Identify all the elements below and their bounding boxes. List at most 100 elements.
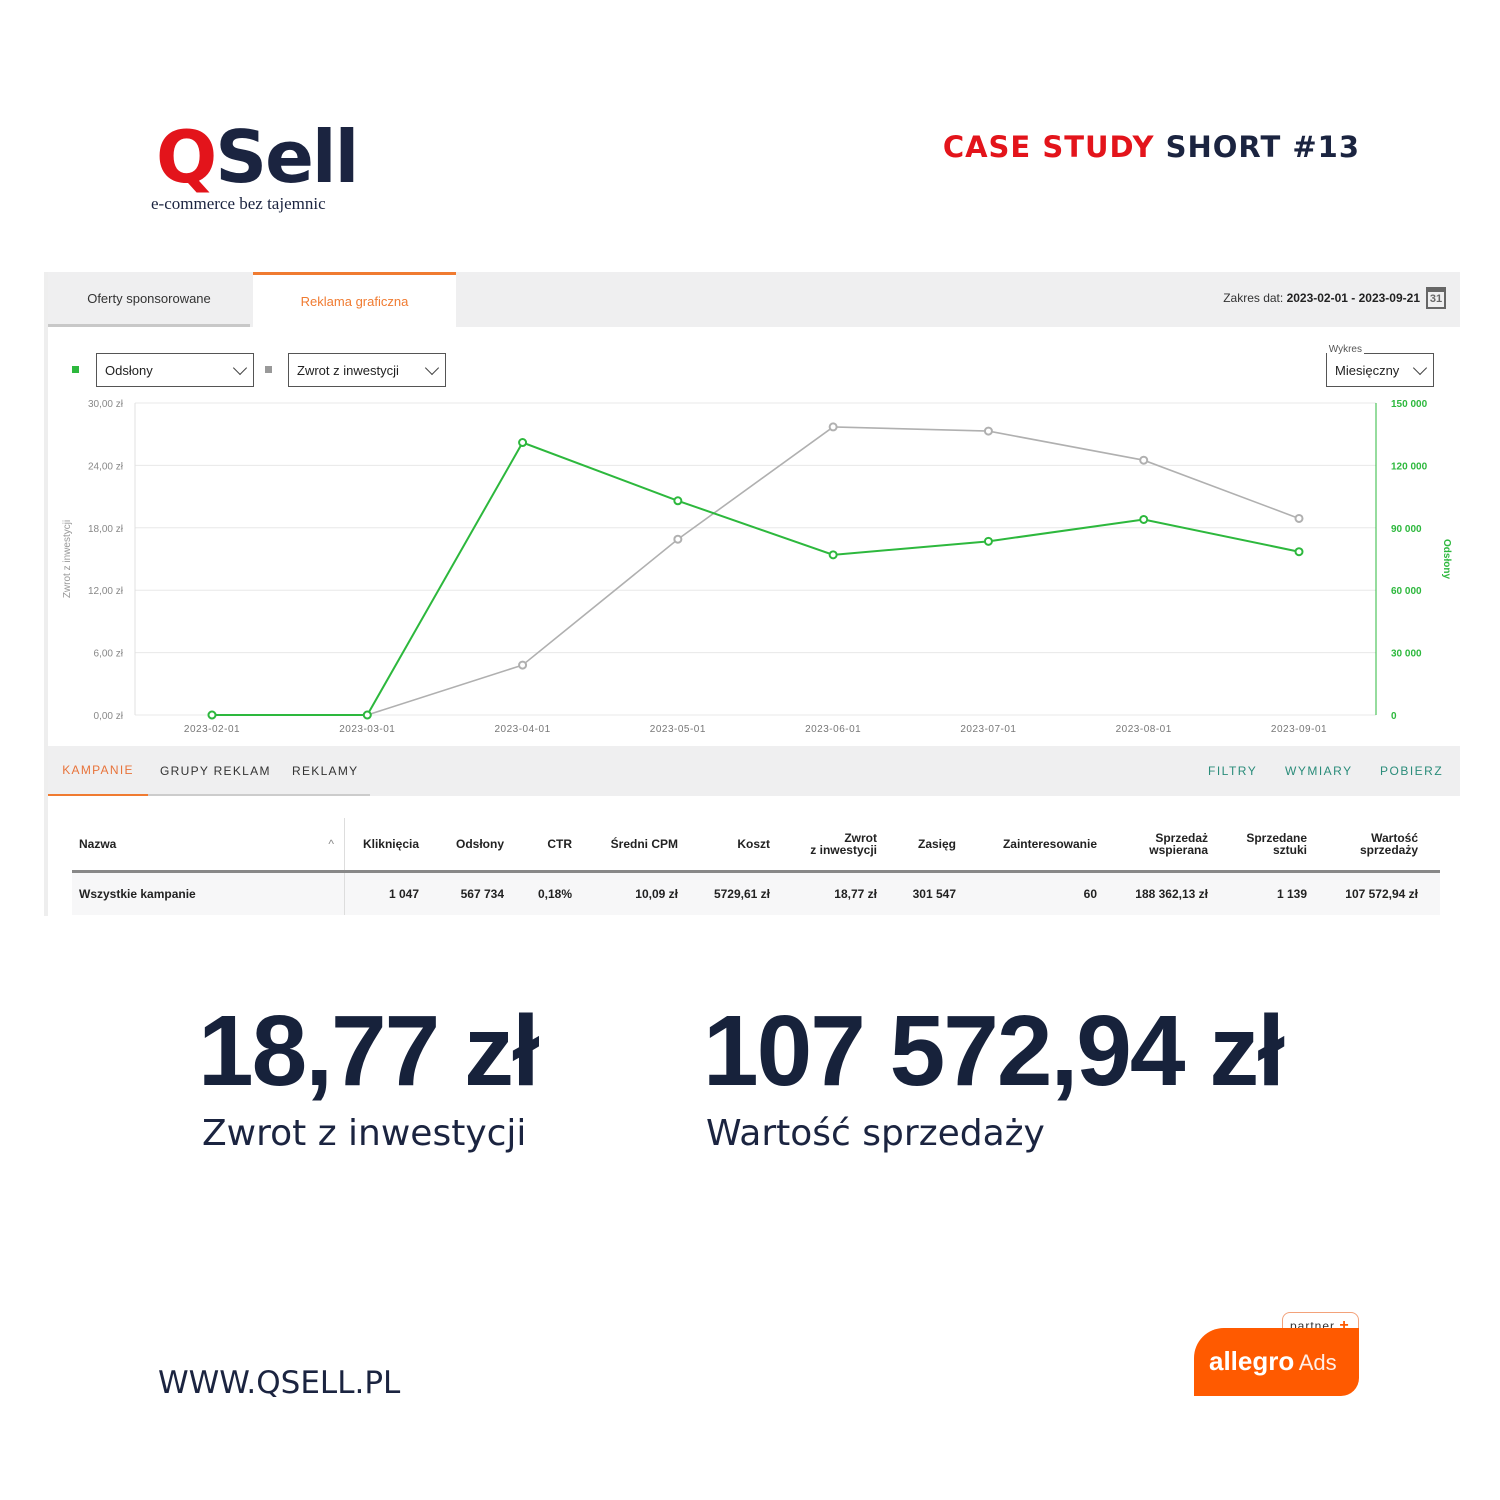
spacer	[1418, 818, 1440, 870]
subtab-ads[interactable]: REKLAMY	[292, 764, 359, 778]
sales-highlight-label: Wartość sprzedaży	[706, 1113, 1045, 1154]
website-link[interactable]: WWW.QSELL.PL	[158, 1365, 401, 1401]
y-left-tick-label: 24,00 zł	[88, 461, 124, 472]
gray-legend-square	[265, 366, 272, 373]
x-tick-label: 2023-02-01	[184, 724, 240, 735]
x-tick-label: 2023-05-01	[650, 724, 706, 735]
date-range-value: 2023-02-01 - 2023-09-21	[1286, 291, 1420, 305]
y-right-tick-label: 30 000	[1391, 649, 1422, 660]
table-cell: 5729,61 zł	[713, 887, 770, 901]
case-study-red: CASE STUDY	[942, 130, 1155, 164]
y-right-tick-label: 90 000	[1391, 524, 1422, 535]
tab-sponsored-offers[interactable]: Oferty sponsorowane	[48, 272, 250, 327]
chevron-down-icon	[232, 360, 248, 375]
table-cell: 1 047	[388, 887, 419, 901]
chevron-down-icon	[1412, 360, 1428, 375]
roi-highlight-label: Zwrot z inwestycji	[202, 1113, 527, 1154]
data-point-roi	[1294, 513, 1304, 523]
allegro-product: Ads	[1298, 1350, 1337, 1375]
series-line-impressions	[212, 441, 1300, 716]
table-cell: 0,18%	[537, 887, 572, 901]
column-header[interactable]: Koszt	[737, 837, 770, 851]
table-cell: 60	[1083, 887, 1097, 901]
allegro-brand: allegro	[1209, 1346, 1295, 1376]
metric-select-1[interactable]: Odsłony	[96, 353, 254, 387]
column-header[interactable]: Sprzedaż wspierana	[1149, 831, 1208, 857]
data-point-impressions	[983, 536, 993, 546]
date-range[interactable]: Zakres dat: 2023-02-01 - 2023-09-21	[1223, 291, 1420, 305]
logo-text: QSell	[156, 115, 359, 199]
roi-highlight-value: 18,77 zł	[198, 995, 540, 1107]
plus-icon: +	[1339, 1317, 1350, 1334]
sales-highlight-value: 107 572,94 zł	[703, 995, 1285, 1107]
x-tick-label: 2023-06-01	[805, 724, 861, 735]
data-point-roi	[1139, 455, 1149, 465]
column-header[interactable]: Wartość sprzedaży	[1359, 831, 1418, 857]
sort-ascending-icon[interactable]: ^	[328, 837, 334, 851]
dashboard-panel: Oferty sponsorowane Reklama graficzna Za…	[44, 272, 1460, 916]
subtab-underline	[148, 794, 370, 796]
table-cell: 18,77 zł	[834, 887, 877, 901]
column-header[interactable]: Zasięg	[917, 837, 956, 851]
data-point-impressions	[1294, 547, 1304, 557]
metric-select-2-value: Zwrot z inwestycji	[297, 362, 399, 378]
table-row[interactable]: Wszystkie kampanie 1 047 567 734 0,18% 10,09…	[72, 873, 1440, 915]
tab-bar: Oferty sponsorowane Reklama graficzna Za…	[48, 272, 1460, 327]
chart-mode-label: Wykres	[1326, 344, 1364, 355]
metric-select-2[interactable]: Zwrot z inwestycji	[288, 353, 446, 387]
tab-display-ads[interactable]: Reklama graficzna	[253, 272, 456, 327]
subtab-campaigns[interactable]: KAMPANIE	[48, 746, 148, 796]
metric-select-1-value: Odsłony	[105, 362, 153, 378]
column-header[interactable]: Zainteresowanie	[1002, 837, 1097, 851]
table-cell: Wszystkie kampanie	[72, 873, 345, 915]
y-right-axis-label: Odsłony	[1441, 539, 1452, 579]
chart-mode-select[interactable]: Miesięczny	[1326, 353, 1434, 387]
data-point-impressions	[362, 710, 372, 720]
table-cell: 567 734	[460, 887, 504, 901]
x-tick-label: 2023-04-01	[494, 724, 550, 735]
allegro-ads-logo: allegro Ads	[1194, 1328, 1359, 1396]
dimensions-button[interactable]: WYMIARY	[1285, 764, 1353, 778]
column-header[interactable]: Sprzedane sztuki	[1246, 831, 1307, 857]
table-cell: 301 547	[912, 887, 956, 901]
x-tick-label: 2023-03-01	[339, 724, 395, 735]
column-header[interactable]: Średni CPM	[610, 837, 678, 851]
chart-mode-value: Miesięczny	[1335, 362, 1400, 378]
table-cell: 1 139	[1276, 887, 1307, 901]
y-right-tick-label: 0	[1391, 711, 1397, 722]
y-right-tick-label: 60 000	[1391, 586, 1422, 597]
filters-button[interactable]: FILTRY	[1208, 764, 1258, 778]
y-left-axis-label: Zwrot z inwestycji	[62, 520, 73, 598]
column-header[interactable]: Odsłony	[455, 837, 504, 851]
data-point-impressions	[207, 710, 217, 720]
table-cell: 188 362,13 zł	[1135, 887, 1208, 901]
data-point-roi	[518, 660, 528, 670]
download-button[interactable]: POBIERZ	[1380, 764, 1444, 778]
x-tick-label: 2023-07-01	[960, 724, 1016, 735]
calendar-icon[interactable]: 31	[1426, 287, 1446, 309]
line-chart: 0,00 zł 0 6,00 zł 30 000 12,00 zł 60 000 18,00…	[62, 399, 1452, 735]
x-tick-label: 2023-08-01	[1116, 724, 1172, 735]
data-point-roi	[828, 422, 838, 432]
data-point-impressions	[518, 438, 528, 448]
spacer	[1418, 873, 1440, 915]
data-point-impressions	[828, 550, 838, 560]
column-header[interactable]: Zwrot z inwestycji	[810, 831, 877, 857]
column-header[interactable]: Nazwa ^	[72, 818, 345, 870]
column-header[interactable]: Kliknięcia	[362, 837, 419, 851]
campaign-table: Nazwa ^ Kliknięcia Odsłony CTR Średni CPM Kosz…	[72, 818, 1440, 915]
y-right-tick-label: 150 000	[1391, 399, 1428, 410]
case-study-number: SHORT #13	[1165, 130, 1360, 164]
chevron-down-icon	[424, 360, 440, 375]
series-line-roi	[212, 426, 1300, 716]
y-right-tick-label: 120 000	[1391, 461, 1428, 472]
data-point-roi	[983, 426, 993, 436]
logo-tagline: e-commerce bez tajemnic	[151, 194, 326, 213]
subtab-ad-groups[interactable]: GRUPY REKLAM	[160, 764, 271, 778]
data-point-roi	[673, 534, 683, 544]
y-left-tick-label: 30,00 zł	[88, 399, 124, 410]
data-point-impressions	[1139, 514, 1149, 524]
column-header[interactable]: CTR	[547, 837, 572, 851]
y-left-tick-label: 6,00 zł	[94, 649, 124, 660]
date-range-label: Zakres dat:	[1223, 291, 1284, 305]
